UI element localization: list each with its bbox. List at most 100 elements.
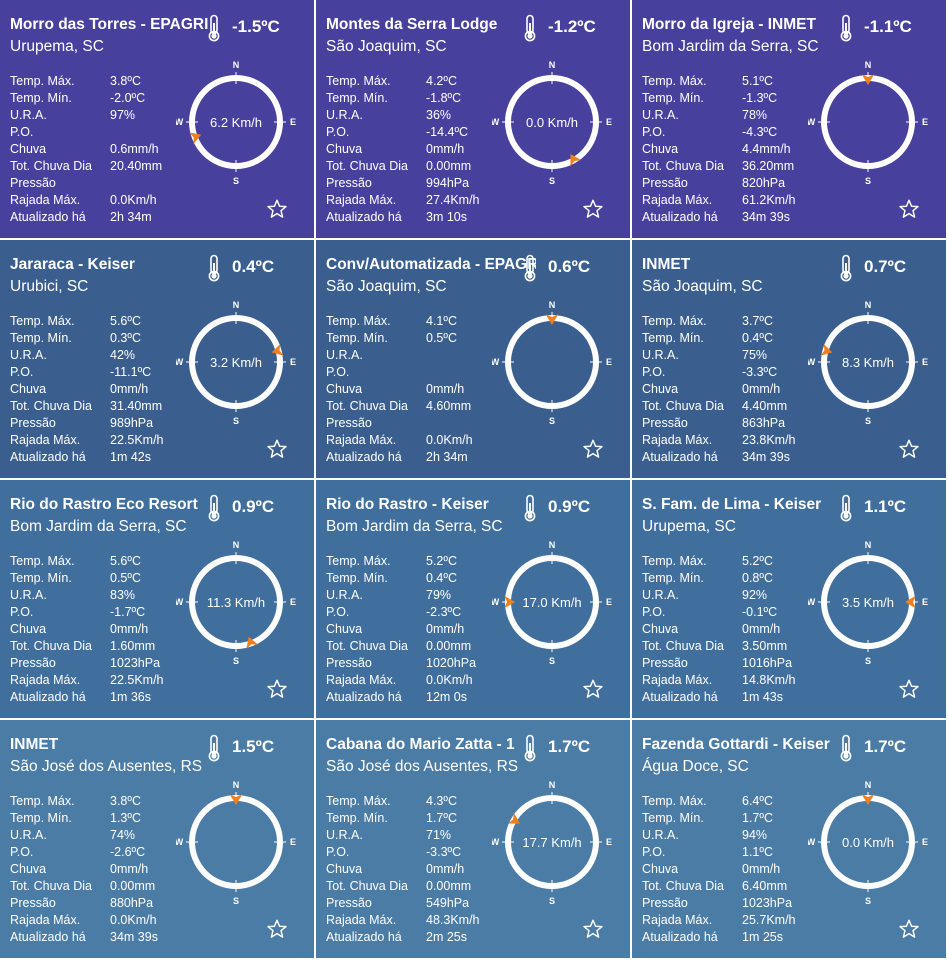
wind-compass: N S W E	[492, 300, 612, 426]
stat-value: 83%	[110, 588, 136, 602]
station-name[interactable]: INMET	[10, 736, 59, 753]
compass-w-label: W	[808, 597, 816, 607]
station-card[interactable]: Rio do Rastro - Keiser Bom Jardim da Serr…	[316, 480, 630, 718]
wind-compass: N S W E 6.2 Km/h	[176, 60, 296, 186]
stat-row-po: P.O. -3.3ºC	[642, 364, 796, 381]
stat-label: Temp. Máx.	[326, 554, 391, 568]
stat-value: -1.8ºC	[426, 91, 462, 105]
stat-label: P.O.	[10, 845, 34, 859]
star-outline-icon[interactable]	[582, 918, 604, 940]
star-outline-icon[interactable]	[266, 678, 288, 700]
stat-row-chuva: Chuva 0mm/h	[326, 861, 480, 878]
stat-row-tot: Tot. Chuva Dia 36.20mm	[642, 158, 796, 175]
stat-value: 1m 43s	[742, 690, 783, 704]
station-card[interactable]: S. Fam. de Lima - Keiser Urupema, SC 1.1ºC…	[632, 480, 946, 718]
stat-label: Chuva	[642, 862, 679, 876]
stat-label: P.O.	[10, 125, 34, 139]
stat-label: Atualizado há	[10, 450, 86, 464]
stat-value: 0mm/h	[742, 382, 781, 396]
station-name[interactable]: S. Fam. de Lima - Keiser	[642, 496, 822, 513]
station-location: Bom Jardim da Serra, SC	[642, 38, 819, 55]
stat-label: Pressão	[326, 896, 372, 910]
station-name[interactable]: INMET	[642, 256, 691, 273]
stat-row-min: Temp. Mín. 0.4ºC	[642, 330, 796, 347]
station-card[interactable]: Conv/Automatizada - EPAGRI São Joaquim, S…	[316, 240, 630, 478]
current-temperature: 1.7ºC	[864, 737, 907, 756]
station-name[interactable]: Fazenda Gottardi - Keiser	[642, 736, 830, 753]
star-outline-icon[interactable]	[898, 918, 920, 940]
station-name[interactable]: Cabana do Mario Zatta - 1	[326, 736, 515, 753]
star-outline-icon[interactable]	[898, 438, 920, 460]
stat-label: Temp. Máx.	[642, 794, 707, 808]
stat-value: -2.3ºC	[426, 605, 462, 619]
star-outline-icon[interactable]	[266, 918, 288, 940]
stat-label: Tot. Chuva Dia	[642, 159, 724, 173]
stat-value: 79%	[426, 588, 452, 602]
station-name[interactable]: Montes da Serra Lodge	[326, 16, 498, 33]
stat-label: Atualizado há	[326, 450, 402, 464]
stat-value: 0.00mm	[426, 159, 472, 173]
station-card[interactable]: Fazenda Gottardi - Keiser Água Doce, SC 1.…	[632, 720, 946, 958]
wind-speed: 17.0 Km/h	[522, 595, 581, 610]
star-outline-icon[interactable]	[582, 198, 604, 220]
station-card[interactable]: Morro da Igreja - INMET Bom Jardim da Ser…	[632, 0, 946, 238]
station-location: Urupema, SC	[642, 518, 736, 535]
stat-label: P.O.	[10, 605, 34, 619]
station-card[interactable]: Rio do Rastro Eco Resort Bom Jardim da Se…	[0, 480, 314, 718]
station-location: Bom Jardim da Serra, SC	[10, 518, 187, 535]
compass-n-label: N	[865, 60, 872, 70]
stat-value: 12m 0s	[426, 690, 467, 704]
star-outline-icon[interactable]	[266, 198, 288, 220]
stat-value: 48.3Km/h	[426, 913, 480, 927]
stat-value: 0.5ºC	[110, 571, 141, 585]
compass-ring	[821, 75, 915, 169]
stat-row-ura: U.R.A. 78%	[642, 107, 796, 124]
stat-row-po: P.O.	[10, 124, 162, 141]
stat-label: Temp. Mín.	[642, 91, 704, 105]
stat-row-rajada: Rajada Máx. 0.0Km/h	[326, 672, 476, 689]
stat-value: -0.1ºC	[742, 605, 778, 619]
star-outline-icon[interactable]	[582, 438, 604, 460]
star-outline-icon[interactable]	[582, 678, 604, 700]
stat-value: 22.5Km/h	[110, 433, 164, 447]
station-card[interactable]: Cabana do Mario Zatta - 1 São José dos Au…	[316, 720, 630, 958]
station-name[interactable]: Conv/Automatizada - EPAGRI	[326, 256, 536, 273]
star-outline-icon[interactable]	[898, 198, 920, 220]
stat-label: P.O.	[326, 845, 350, 859]
stat-value: 880hPa	[110, 896, 154, 910]
wind-speed: 3.2 Km/h	[210, 355, 262, 370]
stat-value: -2.0ºC	[110, 91, 146, 105]
stat-label: Temp. Máx.	[10, 74, 75, 88]
stat-label: P.O.	[10, 365, 34, 379]
station-name[interactable]: Jararaca - Keiser	[10, 256, 135, 273]
stat-row-ura: U.R.A. 71%	[326, 827, 480, 844]
station-name[interactable]: Morro das Torres - EPAGRI	[10, 16, 209, 33]
wind-compass: N S W E 11.3 Km/h	[176, 540, 296, 666]
stat-label: Chuva	[326, 622, 363, 636]
stat-value: 863hPa	[742, 416, 786, 430]
stat-label: Chuva	[326, 862, 363, 876]
stat-label: Tot. Chuva Dia	[326, 399, 408, 413]
stat-label: Temp. Máx.	[326, 794, 391, 808]
station-card[interactable]: Jararaca - Keiser Urubici, SC 0.4ºC Temp. M…	[0, 240, 314, 478]
wind-direction-arrow	[545, 314, 559, 325]
stat-label: U.R.A.	[642, 828, 679, 842]
compass-e-label: E	[606, 357, 612, 367]
station-card[interactable]: Montes da Serra Lodge São Joaquim, SC -1.2…	[316, 0, 630, 238]
station-name[interactable]: Rio do Rastro - Keiser	[326, 496, 489, 513]
star-outline-icon[interactable]	[266, 438, 288, 460]
station-card[interactable]: INMET São José dos Ausentes, RS 1.5ºC Temp.…	[0, 720, 314, 958]
stat-label: U.R.A.	[642, 348, 679, 362]
stat-label: Temp. Mín.	[10, 91, 72, 105]
stat-value: -2.6ºC	[110, 845, 146, 859]
station-name[interactable]: Rio do Rastro Eco Resort	[10, 496, 198, 513]
stat-row-pressao: Pressão 1023hPa	[10, 655, 164, 672]
stat-label: Chuva	[10, 862, 47, 876]
station-card[interactable]: Morro das Torres - EPAGRI Urupema, SC -1.5…	[0, 0, 314, 238]
station-card[interactable]: INMET São Joaquim, SC 0.7ºC Temp. Máx. 3.7ºC…	[632, 240, 946, 478]
current-temperature: -1.1ºC	[864, 17, 912, 36]
station-name[interactable]: Morro da Igreja - INMET	[642, 16, 816, 33]
star-outline-icon[interactable]	[898, 678, 920, 700]
stat-row-min: Temp. Mín. 0.3ºC	[10, 330, 164, 347]
compass-w-label: W	[176, 837, 184, 847]
